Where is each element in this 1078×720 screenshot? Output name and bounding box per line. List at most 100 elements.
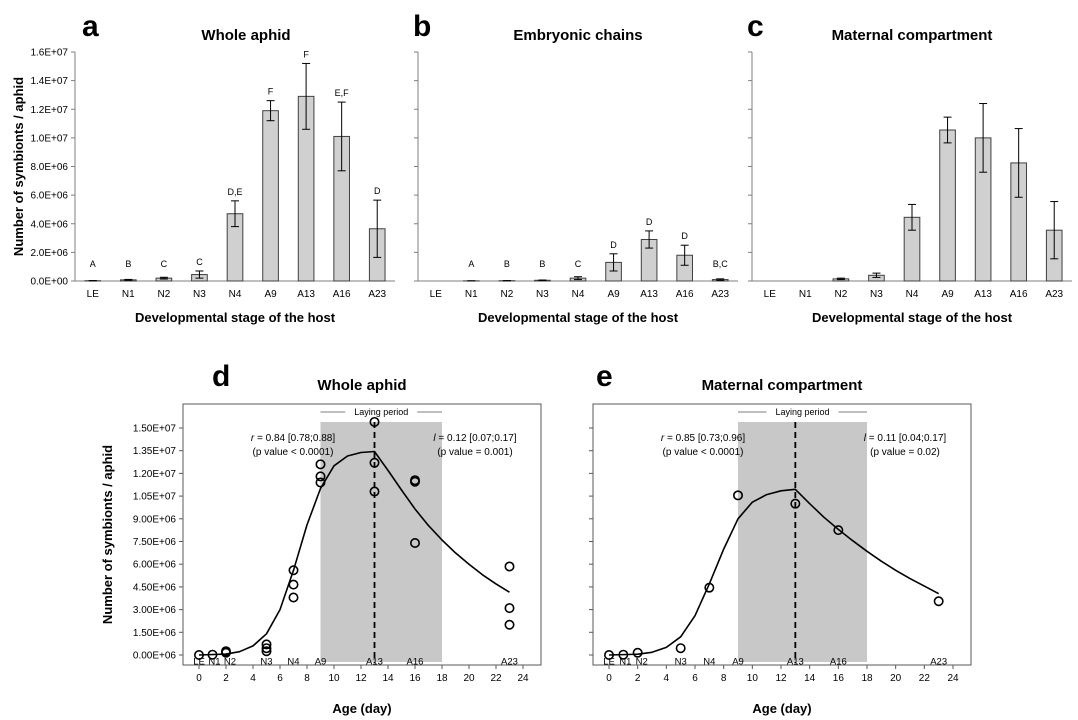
data-point xyxy=(833,525,844,536)
x-tick-label: N3 xyxy=(870,289,883,300)
stage-label: N3 xyxy=(260,657,272,668)
x-tick-label: 8 xyxy=(721,673,727,684)
r-p-value: (p value < 0.0001) xyxy=(663,447,744,458)
data-point xyxy=(369,416,380,427)
x-tick-label: 0 xyxy=(196,673,202,684)
laying-period-area xyxy=(320,422,442,662)
x-tick-label: 2 xyxy=(223,673,229,684)
stage-label: N2 xyxy=(636,657,648,668)
data-point xyxy=(704,582,715,593)
data-point xyxy=(504,619,515,630)
data-point xyxy=(790,498,801,509)
r-stat: r = 0.84 [0.78;0.88] xyxy=(251,433,335,444)
x-tick-label: N2 xyxy=(500,289,513,300)
significance-letter: E,F xyxy=(335,88,350,98)
stage-label: A16 xyxy=(407,657,424,668)
plot-frame xyxy=(182,403,542,666)
x-tick-label: N2 xyxy=(834,289,847,300)
y-tick-label: 0.00E+06 xyxy=(133,651,177,662)
laying-label-bg xyxy=(766,406,839,418)
x-tick-label: 6 xyxy=(277,673,283,684)
l-stat: l = 0.12 [0.07;0.17] xyxy=(433,433,516,444)
x-tick-label: A9 xyxy=(607,289,620,300)
panel-title: Whole aphid xyxy=(317,377,406,394)
x-tick-label: 24 xyxy=(947,673,959,684)
panel-c: c Maternal compartment LE N1 N2 N3 N4 A9 A13 A16 A… xyxy=(747,10,1072,325)
stage-label: N3 xyxy=(675,657,687,668)
x-tick-label: 18 xyxy=(436,673,448,684)
data-point xyxy=(409,538,420,549)
stage-label: N4 xyxy=(703,657,715,668)
data-point xyxy=(315,459,326,470)
y-tick-label: 4.50E+06 xyxy=(133,582,177,593)
significance-letter: A xyxy=(90,259,96,269)
data-point xyxy=(288,565,299,576)
data-point xyxy=(603,649,614,660)
data-point xyxy=(618,649,629,660)
x-tick-label: 20 xyxy=(463,673,475,684)
data-point xyxy=(288,592,299,603)
stage-label: A9 xyxy=(315,657,327,668)
data-point xyxy=(933,596,944,607)
x-axis-title: Age (day) xyxy=(752,701,811,716)
x-tick-label: 18 xyxy=(861,673,873,684)
l-stat: l = 0.11 [0.04;0.17] xyxy=(864,433,947,444)
data-point xyxy=(315,471,326,482)
significance-letter: D xyxy=(374,186,381,196)
x-tick-label: A23 xyxy=(711,289,729,300)
x-tick-label: 20 xyxy=(890,673,902,684)
x-tick-label: A13 xyxy=(640,289,658,300)
significance-letter: B xyxy=(504,259,510,269)
data-point xyxy=(288,579,299,590)
panel-title: Maternal compartment xyxy=(832,27,993,44)
significance-letter: A xyxy=(468,259,474,269)
y-tick-label: 4.0E+06 xyxy=(30,219,68,230)
significance-letter: D xyxy=(681,231,688,241)
laying-period-label: Laying period xyxy=(775,407,829,417)
significance-letter: D xyxy=(646,217,653,227)
x-tick-label: 24 xyxy=(517,673,529,684)
data-point xyxy=(675,643,686,654)
x-tick-label: 22 xyxy=(490,673,502,684)
laying-period-area xyxy=(738,422,867,662)
x-axis-title: Developmental stage of the host xyxy=(478,310,679,325)
y-tick-label: 2.0E+06 xyxy=(30,248,68,259)
x-tick-label: N4 xyxy=(906,289,919,300)
data-point xyxy=(194,649,205,660)
y-tick-label: 1.4E+07 xyxy=(30,76,68,87)
panel-title: Whole aphid xyxy=(201,27,290,44)
x-tick-label: A9 xyxy=(264,289,277,300)
panel-letter: c xyxy=(747,10,764,43)
x-tick-label: 14 xyxy=(804,673,816,684)
r-p-value: (p value < 0.0001) xyxy=(253,447,334,458)
x-tick-label: 10 xyxy=(747,673,759,684)
significance-letter: D,E xyxy=(227,187,242,197)
x-tick-label: 12 xyxy=(775,673,787,684)
fit-curve xyxy=(198,450,510,656)
data-point xyxy=(369,486,380,497)
significance-letter: F xyxy=(303,49,309,59)
y-tick-label: 1.2E+07 xyxy=(30,105,68,116)
y-tick-label: 1.6E+07 xyxy=(30,48,68,59)
l-p-value: (p value = 0.001) xyxy=(437,447,512,458)
x-tick-label: 4 xyxy=(664,673,670,684)
data-point xyxy=(261,646,272,657)
x-tick-label: A16 xyxy=(333,289,351,300)
panel-b: b Embryonic chains LE A N1 B N2 B N3 C N4 D A9 D A13 D A… xyxy=(413,10,738,325)
x-tick-label: A9 xyxy=(941,289,954,300)
panel-title: Maternal compartment xyxy=(702,377,863,394)
y-tick-label: 8.0E+06 xyxy=(30,162,68,173)
x-tick-label: A13 xyxy=(297,289,315,300)
laying-period-label: Laying period xyxy=(354,407,408,417)
y-tick-label: 6.0E+06 xyxy=(30,191,68,202)
data-point xyxy=(632,647,643,658)
y-tick-label: 1.20E+07 xyxy=(133,469,177,480)
x-tick-label: 14 xyxy=(382,673,394,684)
x-tick-label: A23 xyxy=(368,289,386,300)
significance-letter: B xyxy=(539,259,545,269)
y-tick-label: 7.50E+06 xyxy=(133,537,177,548)
y-tick-label: 0.0E+00 xyxy=(30,277,68,288)
x-tick-label: 0 xyxy=(606,673,612,684)
